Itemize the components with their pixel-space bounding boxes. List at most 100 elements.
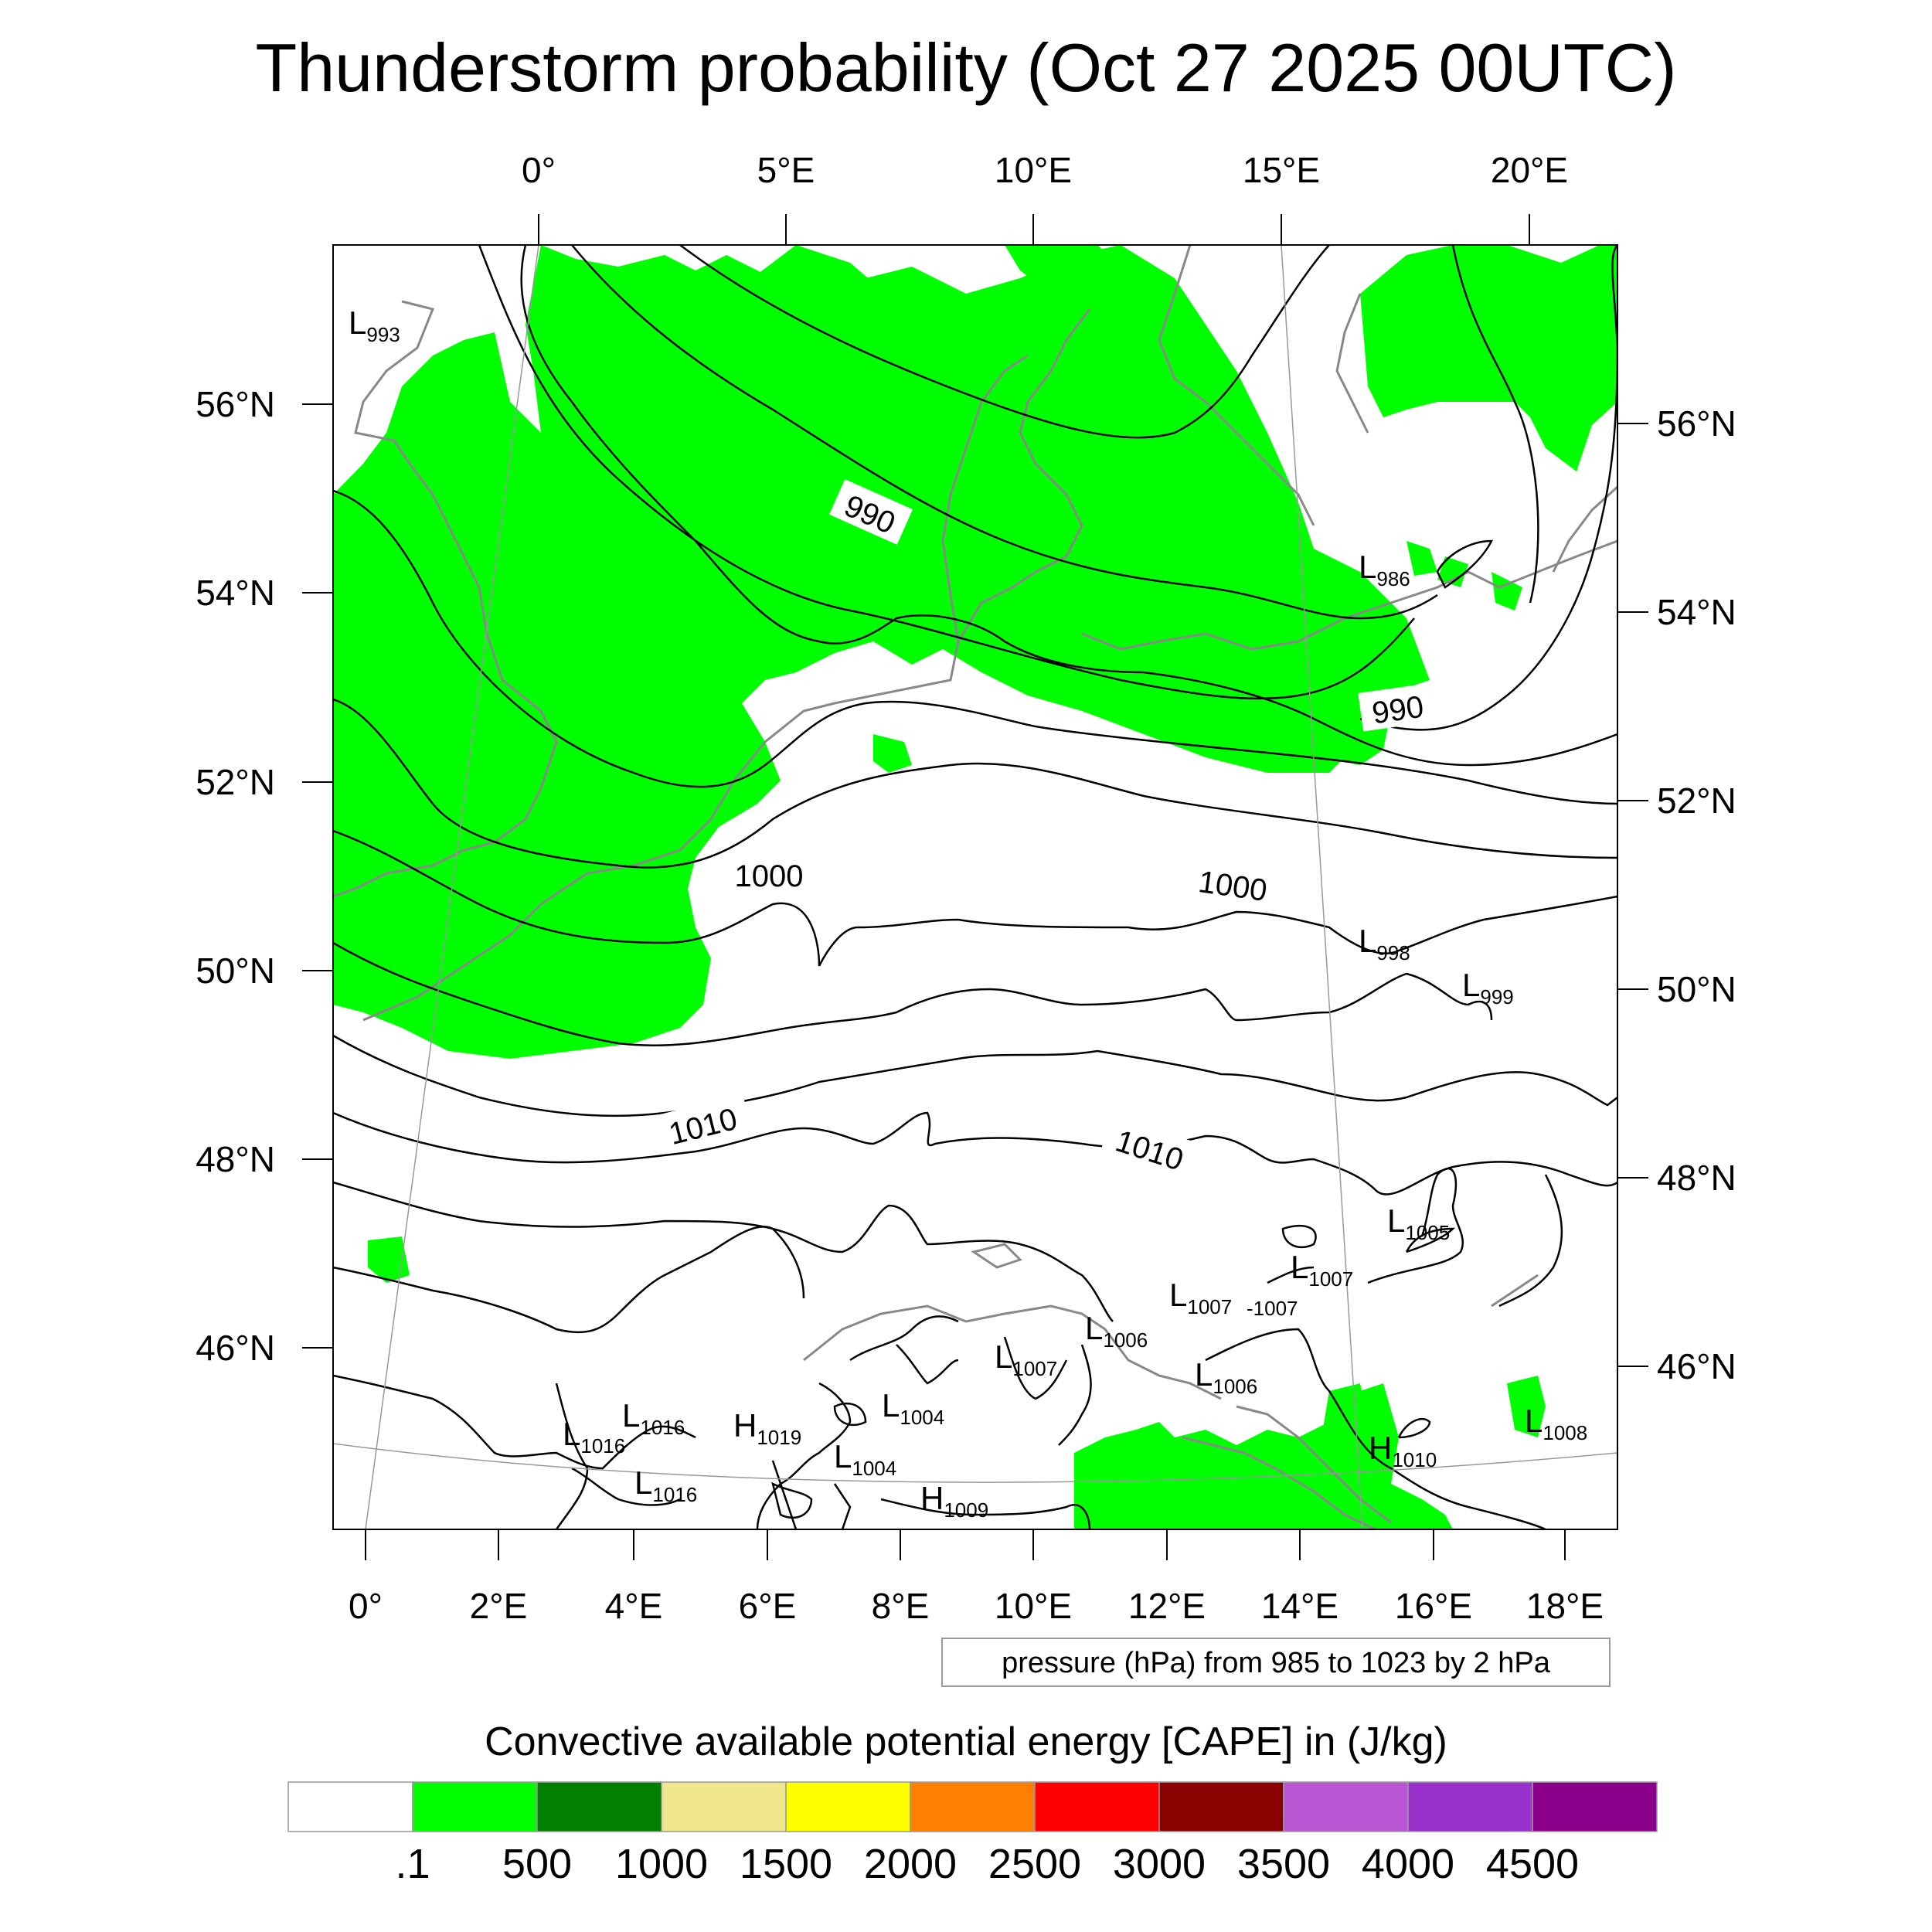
isobar	[880, 1498, 1091, 1529]
isobar	[333, 489, 1617, 805]
isobar	[333, 698, 1617, 869]
pressure-center-label: L1016	[634, 1464, 697, 1506]
lat-label-right: 48°N	[1657, 1158, 1736, 1198]
isobar	[756, 1382, 852, 1529]
colorbar-swatch	[1158, 1781, 1284, 1832]
lon-label-bottom: 8°E	[872, 1586, 930, 1626]
lon-label-top: 10°E	[995, 150, 1072, 190]
pressure-center-stray-label: -1007	[1247, 1297, 1298, 1320]
pressure-center-label: L998	[1359, 923, 1410, 964]
colorbar-label: 4000	[1362, 1841, 1454, 1887]
lake-balaton	[1491, 1274, 1539, 1308]
lon-label-bottom: 10°E	[995, 1586, 1072, 1626]
isobar	[333, 1034, 1617, 1117]
pressure-center-label: L1004	[882, 1387, 944, 1429]
coastlines	[333, 245, 1617, 1529]
colorbar-label: .1	[395, 1841, 430, 1887]
isobar-labels: 990 990 1000 1000 1010 1010	[652, 479, 1437, 1181]
coastline-adriatic	[1182, 1436, 1376, 1529]
colorbar-label: 3500	[1237, 1841, 1330, 1887]
left-latitude-labels: 56°N 54°N 52°N 50°N 48°N 46°N	[196, 384, 275, 1368]
isobar	[896, 1344, 959, 1385]
colorbar: Convective available potential energy [C…	[287, 1719, 1658, 1887]
cape-region-poland-coast	[1283, 657, 1406, 765]
isobar	[1003, 1336, 1068, 1400]
map-panel: 0° 5°E 10°E 15°E 20°E 0° 2°E 4°E 6°E 8°E…	[196, 150, 1736, 1626]
colorbar-swatch	[1407, 1781, 1533, 1832]
top-longitude-labels: 0° 5°E 10°E 15°E 20°E	[522, 150, 1568, 190]
graticule	[333, 245, 1617, 1529]
lat-label-right: 54°N	[1657, 592, 1736, 632]
lat-label-right: 56°N	[1657, 403, 1736, 444]
contour-info-box: pressure (hPa) from 985 to 1023 by 2 hPa	[941, 1638, 1611, 1687]
lon-label-bottom: 16°E	[1395, 1586, 1472, 1626]
colorbar-swatch	[910, 1781, 1036, 1832]
isobar	[1498, 1174, 1563, 1308]
colorbar-label: 1500	[740, 1841, 832, 1887]
pressure-center-label: L1005	[1387, 1202, 1450, 1244]
cape-region-small-4	[1437, 556, 1468, 587]
cape-region-small-2	[1406, 541, 1437, 576]
pressure-center-label: L1004	[834, 1438, 896, 1480]
colorbar-swatch	[536, 1781, 662, 1832]
cape-region-small-1	[873, 734, 912, 773]
lat-label-left: 46°N	[196, 1328, 275, 1368]
isobar	[520, 245, 1617, 767]
isobar	[1451, 245, 1539, 604]
graticule-meridian	[1281, 245, 1363, 1529]
isobar-label: 990	[1370, 690, 1426, 731]
bottom-longitude-labels: 0° 2°E 4°E 6°E 8°E 10°E 12°E 14°E 16°E 1…	[349, 1586, 1604, 1626]
lake-constance	[971, 1243, 1022, 1269]
colorbar-title: Convective available potential energy [C…	[485, 1719, 1447, 1764]
contour-info-text: pressure (hPa) from 985 to 1023 by 2 hPa	[1002, 1647, 1551, 1679]
isobar	[833, 1402, 867, 1427]
figure-title: Thunderstorm probability (Oct 27 2025 00…	[255, 29, 1676, 106]
isobar	[333, 1111, 1617, 1196]
pressure-center-label: L1007	[1169, 1277, 1232, 1318]
lat-label-left: 50°N	[196, 951, 275, 991]
coastline-adriatic-east	[1236, 1405, 1392, 1524]
cape-region-france-small	[368, 1236, 410, 1283]
graticule-meridian	[365, 245, 539, 1529]
isobar	[1405, 1227, 1456, 1253]
isobar	[771, 1481, 813, 1519]
pressure-center-label: L1006	[1085, 1310, 1148, 1352]
isobar	[771, 1460, 798, 1529]
coastline-sweden	[1158, 245, 1315, 526]
contour-info-frame	[941, 1638, 1611, 1687]
colorbar-label: 3000	[1113, 1841, 1206, 1887]
isobar-label: 1000	[735, 859, 804, 893]
isobar	[1267, 1266, 1315, 1284]
colorbar-swatch	[287, 1781, 413, 1832]
isobar	[478, 245, 1415, 700]
pressure-center-label: L986	[1359, 549, 1410, 590]
lon-label-bottom: 2°E	[470, 1586, 528, 1626]
colorbar-swatch	[1034, 1781, 1160, 1832]
colorbar-swatch	[661, 1781, 787, 1832]
lat-label-right: 46°N	[1657, 1346, 1736, 1386]
isobars	[333, 245, 1617, 1529]
coastline-denmark	[957, 308, 1091, 642]
lon-label-bottom: 18°E	[1526, 1586, 1604, 1626]
lon-label-bottom: 0°	[349, 1586, 383, 1626]
isobar	[571, 245, 1438, 620]
isobar	[333, 829, 1617, 967]
colorbar-label: 1000	[615, 1841, 708, 1887]
pressure-center-label: L1016	[622, 1397, 685, 1439]
lat-label-right: 52°N	[1657, 781, 1736, 821]
coastline-baltic-east	[1552, 485, 1617, 573]
colorbar-labels: .1 500 1000 1500 2000 2500 3000 3500 4000 4500	[395, 1841, 1579, 1887]
lon-label-bottom: 6°E	[739, 1586, 797, 1626]
lon-label-top: 0°	[522, 150, 556, 190]
pressure-center-label: L1008	[1525, 1403, 1587, 1444]
lon-label-top: 20°E	[1491, 150, 1568, 190]
lon-label-bottom: 4°E	[605, 1586, 663, 1626]
axis-ticks	[302, 214, 1648, 1560]
right-latitude-labels: 56°N 54°N 52°N 50°N 48°N 46°N	[1657, 403, 1736, 1386]
colorbar-swatch	[412, 1781, 538, 1832]
cape-region-sweden	[1360, 245, 1617, 471]
isobar	[833, 1483, 852, 1529]
coastline-britain	[333, 300, 558, 898]
isobar	[571, 1467, 681, 1506]
